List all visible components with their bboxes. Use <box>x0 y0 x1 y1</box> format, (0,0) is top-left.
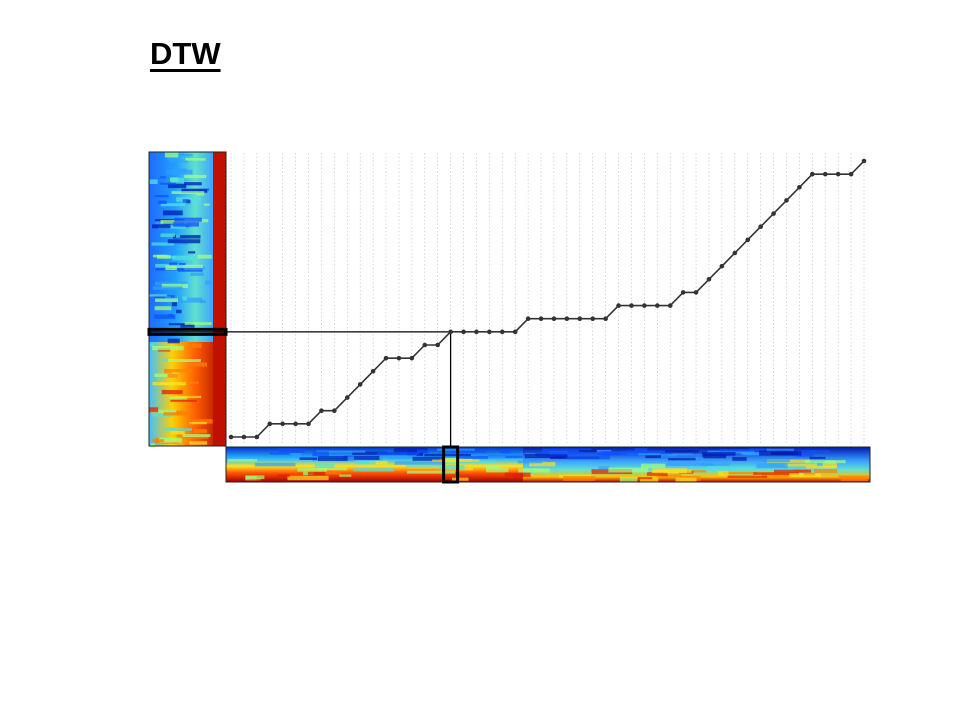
warping-path-point <box>461 329 466 335</box>
warping-path-point <box>474 329 479 335</box>
warping-path-point <box>564 316 570 322</box>
highlight-connectors <box>147 327 460 484</box>
warping-path-point <box>512 329 518 335</box>
warping-path-point <box>228 434 234 440</box>
warping-path-point <box>487 329 492 335</box>
warping-path-point <box>551 316 557 322</box>
warping-path-point <box>693 290 699 295</box>
warping-path-point <box>848 171 854 177</box>
warping-path-point <box>370 368 376 374</box>
warping-path-point <box>409 355 415 361</box>
warping-path-point <box>629 303 634 308</box>
warping-path-point <box>254 434 260 440</box>
warping-path-point <box>448 329 453 335</box>
bottom-highlight-frame <box>442 445 460 484</box>
warping-path-point <box>306 421 311 427</box>
alignment-grid <box>230 153 865 445</box>
warping-path-point <box>267 421 273 427</box>
warping-path-point <box>745 237 751 243</box>
warping-path-point <box>422 342 428 348</box>
warping-path-point <box>667 303 673 308</box>
warping-path-point <box>590 316 596 322</box>
warping-path-point <box>655 303 660 308</box>
warping-path-point <box>396 355 402 361</box>
warping-path-point <box>499 329 505 335</box>
slide-title: DTW <box>150 36 221 71</box>
warping-path-point <box>642 303 647 308</box>
warping-path-point <box>784 198 789 203</box>
warping-path-point <box>797 184 802 190</box>
warping-path-point <box>719 263 725 269</box>
warping-path-point <box>680 290 686 295</box>
warping-path-point <box>241 434 247 440</box>
warping-path-point <box>383 355 389 361</box>
warping-path-point <box>861 158 867 164</box>
warping-path-point <box>771 211 776 216</box>
warping-path-point <box>732 250 738 256</box>
bottom-spectrogram <box>225 446 871 483</box>
warping-path-point <box>577 316 583 322</box>
left-highlight-frame <box>147 327 228 336</box>
warping-path-point <box>319 408 324 414</box>
warping-path-point <box>344 395 350 400</box>
warping-path-points <box>228 158 867 440</box>
warping-path-point <box>616 303 621 308</box>
warping-path-point <box>332 408 337 414</box>
warping-path-point <box>810 171 815 177</box>
warping-path-point <box>525 316 531 322</box>
warping-path-point <box>822 171 828 177</box>
warping-path <box>231 160 865 438</box>
warping-path-point <box>538 316 544 322</box>
left-spectrogram <box>148 151 227 448</box>
warping-path-point <box>280 421 285 427</box>
warping-path-point <box>293 421 298 427</box>
warping-path-point <box>603 316 608 322</box>
warping-path-point <box>435 342 440 348</box>
warping-path-point <box>835 171 841 177</box>
warping-path-point <box>758 224 763 230</box>
warping-path-point <box>357 382 363 387</box>
warping-path-point <box>706 276 712 282</box>
